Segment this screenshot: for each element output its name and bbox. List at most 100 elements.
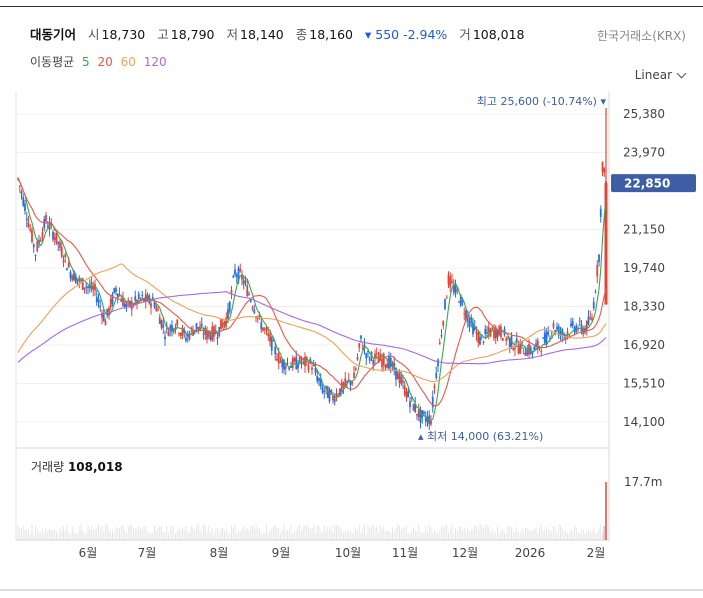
candle-body — [34, 254, 37, 256]
candle-body — [200, 323, 203, 327]
candle-body — [97, 298, 100, 303]
candle-body — [36, 241, 39, 251]
candle-body — [253, 309, 256, 313]
x-tick-label: 11월 — [392, 546, 418, 560]
candle-body — [38, 240, 40, 244]
candle-body — [67, 263, 70, 268]
candle-body — [95, 296, 98, 302]
candle-body — [360, 335, 362, 339]
candle-body — [330, 389, 333, 393]
candle-body — [339, 388, 341, 396]
y-tick-label: 14,100 — [623, 415, 665, 429]
ma-5[interactable]: 5 — [82, 55, 90, 69]
volume-axis-label: 17.7m — [624, 475, 662, 489]
candle-body — [589, 316, 592, 319]
candle-body — [554, 330, 557, 333]
candle-body — [288, 367, 291, 370]
candle-body — [69, 271, 72, 279]
candle-body — [312, 364, 315, 366]
candle-body — [475, 331, 478, 335]
candle-body — [477, 332, 480, 343]
ma-legend[interactable]: 이동평균 5 20 60 120 — [30, 53, 171, 70]
candle-body — [158, 317, 161, 324]
ma-60[interactable]: 60 — [120, 55, 136, 69]
candle-body — [148, 295, 151, 304]
candle-body — [157, 309, 159, 311]
candle-body — [328, 390, 331, 402]
candle-body — [458, 301, 460, 303]
ma-legend-label: 이동평균 — [30, 55, 75, 69]
ma-line-5 — [17, 177, 607, 422]
candle-body — [601, 162, 604, 172]
candle-body — [174, 327, 177, 330]
candle-body — [536, 340, 539, 349]
ma-20[interactable]: 20 — [97, 55, 113, 69]
candle-body — [160, 320, 163, 328]
candle-body — [230, 289, 233, 294]
candle-body — [587, 317, 590, 325]
candle-body — [442, 321, 445, 326]
candle-body — [216, 337, 219, 339]
candle-body — [473, 326, 476, 330]
candle-body — [169, 325, 172, 330]
candle-body — [64, 254, 67, 258]
candle-body — [604, 183, 608, 305]
candle-body — [94, 283, 96, 291]
candle-body — [526, 348, 529, 355]
candle-body — [101, 312, 103, 318]
candle-body — [419, 409, 422, 423]
candle-body — [92, 287, 95, 290]
candle-body — [466, 315, 469, 322]
candle-body — [235, 274, 238, 277]
candle-body — [52, 231, 54, 240]
candle-body — [321, 387, 324, 393]
x-tick-label: 2월 — [587, 546, 606, 560]
candle-body — [514, 347, 516, 350]
ma-line-20 — [17, 177, 607, 407]
candle-body — [326, 386, 329, 398]
candle-body — [153, 302, 156, 307]
candle-body — [351, 381, 354, 384]
candle-body — [204, 328, 207, 335]
candle-body — [423, 411, 425, 414]
candle-body — [141, 294, 144, 297]
candle-body — [405, 391, 408, 398]
candle-body — [375, 353, 378, 355]
candle-body — [531, 351, 534, 354]
candle-body — [402, 381, 404, 383]
low-value: 18,140 — [240, 27, 284, 42]
candle-body — [31, 230, 33, 242]
x-tick-label: 10월 — [335, 546, 361, 560]
candle-body — [71, 275, 74, 280]
candle-body — [447, 274, 450, 285]
candle-body — [270, 336, 273, 351]
candle-body — [500, 326, 502, 337]
candle-body — [132, 305, 135, 307]
ma-120[interactable]: 120 — [143, 55, 167, 69]
candle-body — [281, 359, 284, 368]
scale-dropdown[interactable]: Linear — [635, 68, 687, 82]
candle-body — [599, 209, 602, 217]
candle-body — [41, 232, 44, 238]
candle-body — [508, 337, 511, 347]
candle-body — [417, 409, 420, 418]
candle-body — [463, 313, 466, 315]
candle-body — [162, 324, 165, 328]
candle-body — [311, 367, 313, 370]
candle-body — [125, 304, 128, 308]
candle-body — [269, 334, 271, 342]
candle-body — [279, 361, 282, 363]
candle-body — [403, 385, 406, 396]
candle-body — [207, 332, 210, 337]
candle-body — [491, 327, 494, 330]
candle-body — [242, 280, 245, 285]
candle-body — [400, 376, 403, 385]
candle-body — [244, 280, 247, 282]
candle-body — [556, 326, 558, 330]
candle-body — [29, 228, 32, 231]
candle-body — [116, 293, 119, 299]
volume-value: 108,018 — [472, 27, 525, 42]
candle-body — [524, 353, 527, 356]
candle-body — [549, 338, 551, 340]
